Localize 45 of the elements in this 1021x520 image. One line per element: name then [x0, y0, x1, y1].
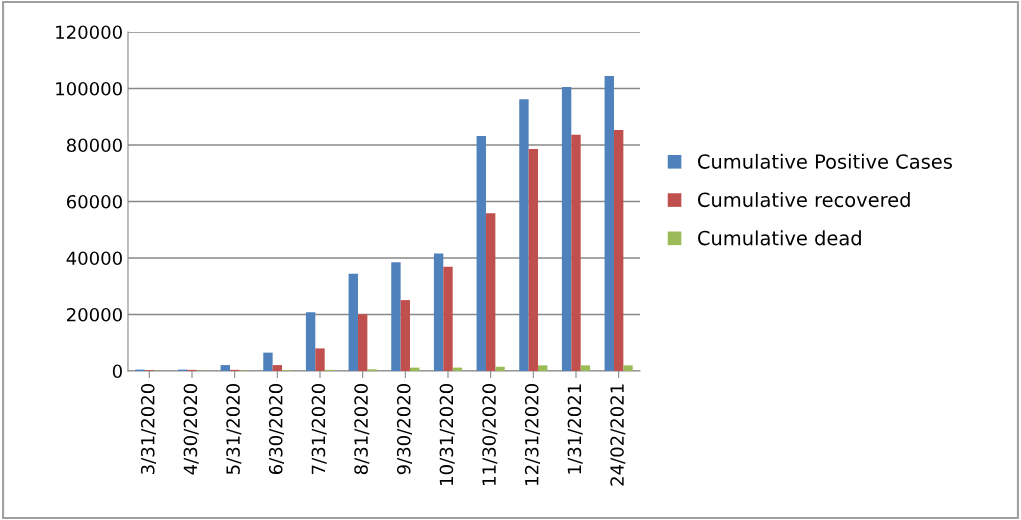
- x-tick-label: 8/31/2020: [354, 384, 370, 475]
- bar: [538, 365, 548, 371]
- x-tick-label: 6/30/2020: [268, 384, 284, 475]
- bar: [528, 148, 539, 371]
- x-tick-label: 9/30/2020: [396, 384, 412, 475]
- bar: [495, 366, 505, 371]
- y-tick-label: 0: [112, 364, 122, 379]
- x-tick-label: 3/31/2020: [140, 384, 156, 475]
- y-tick-label: 60000: [66, 194, 122, 209]
- bar: [604, 76, 614, 371]
- x-tick-label: 5/31/2020: [226, 384, 242, 474]
- y-tick-label: 100000: [56, 81, 122, 96]
- bar: [485, 213, 496, 371]
- y-tick-label: 20000: [67, 307, 122, 322]
- x-tick-label: 24/02/2021: [610, 384, 626, 486]
- x-tick-label: 1/31/2021: [567, 384, 583, 474]
- x-tick-label: 10/31/2020: [439, 384, 455, 485]
- bar: [357, 314, 368, 371]
- bar: [272, 365, 283, 371]
- bar: [400, 300, 411, 371]
- bar: [519, 99, 529, 371]
- bar: [561, 87, 572, 371]
- bar: [443, 266, 453, 371]
- bar: [315, 348, 325, 371]
- legend-label: Cumulative Positive Cases: [698, 153, 952, 169]
- y-tick-label: 120000: [56, 25, 122, 40]
- bar: [263, 352, 273, 371]
- bar: [348, 273, 358, 371]
- bar: [571, 134, 581, 371]
- bar: [305, 312, 316, 371]
- legend-label: Cumulative dead: [698, 230, 861, 246]
- bar: [391, 262, 401, 371]
- y-tick-label: 40000: [66, 251, 122, 266]
- x-tick-label: 7/31/2020: [311, 384, 327, 474]
- x-tick-label: 12/31/2020: [524, 384, 540, 485]
- x-tick-label: 4/30/2020: [183, 384, 199, 475]
- x-tick-label: 11/30/2020: [482, 384, 498, 485]
- y-tick-label: 80000: [66, 138, 122, 153]
- bar: [580, 365, 591, 371]
- bar: [433, 253, 444, 371]
- bar: [623, 365, 633, 371]
- legend-label: Cumulative recovered: [698, 192, 910, 208]
- bar: [613, 130, 624, 371]
- bar: [220, 365, 230, 371]
- bar: [476, 135, 486, 371]
